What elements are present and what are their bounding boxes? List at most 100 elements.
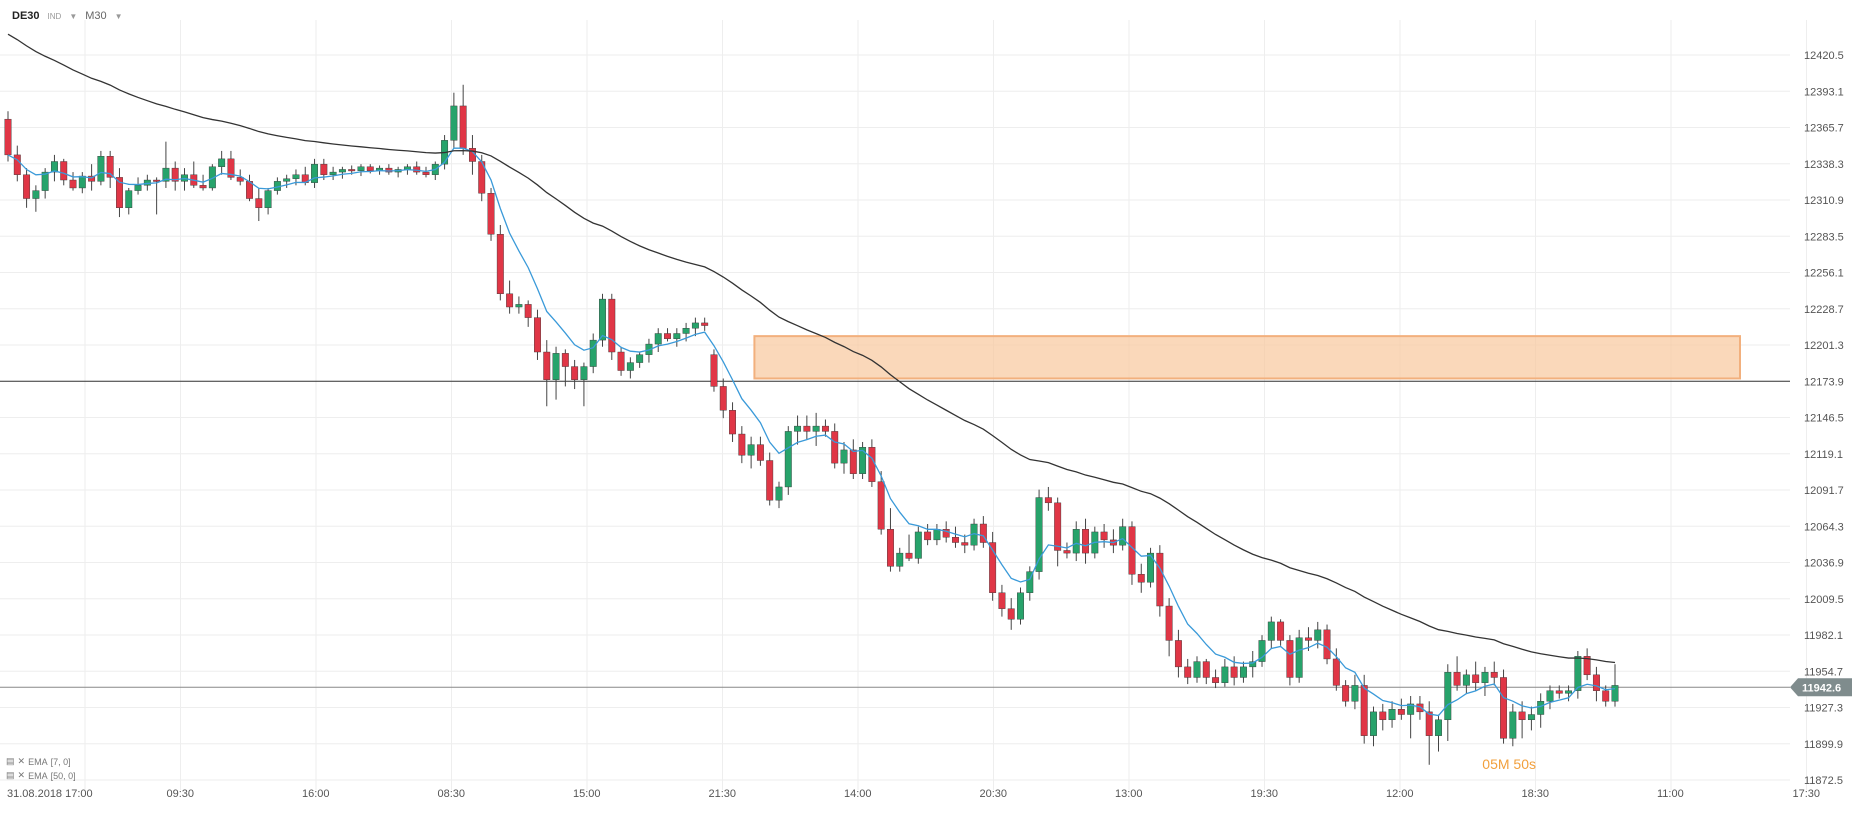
candle-body <box>1193 661 1201 678</box>
x-tick-label: 16:00 <box>302 788 330 800</box>
candle-body <box>1462 674 1470 686</box>
symbol-dropdown-icon[interactable]: ▼ <box>69 11 78 21</box>
candle-body <box>50 161 58 173</box>
ema-50-line <box>7 33 1616 664</box>
candle-body <box>4 118 12 156</box>
indicator-params: [7, 0] <box>50 756 71 767</box>
settings-icon[interactable]: ▤ <box>6 756 15 766</box>
candle-body <box>1295 637 1303 678</box>
candle-body <box>924 531 932 541</box>
candle-body <box>1119 526 1127 546</box>
candle-body <box>1388 709 1396 721</box>
candle-body <box>524 304 532 318</box>
candle-body <box>831 431 839 464</box>
candle-body <box>106 156 114 178</box>
candle-body <box>1425 711 1433 736</box>
timer-seconds: 50 <box>1513 756 1529 772</box>
candle-body <box>1416 703 1424 713</box>
candle-body <box>1481 671 1489 683</box>
x-tick-label: 12:00 <box>1386 788 1414 800</box>
candle-body <box>1351 685 1359 702</box>
candle-body <box>116 177 123 209</box>
candle-body <box>450 105 458 141</box>
candle-body <box>952 537 959 543</box>
candle-body <box>1230 666 1238 678</box>
y-tick-label: 12173.9 <box>1804 376 1844 388</box>
candle-body <box>496 234 504 295</box>
current-price-badge <box>1790 678 1852 697</box>
candle-body <box>914 531 922 559</box>
y-tick-label: 11982.1 <box>1804 630 1843 642</box>
candle-body <box>88 175 96 182</box>
symbol-type: IND <box>47 11 62 21</box>
candle-body <box>608 298 616 353</box>
candle-body <box>1323 629 1331 660</box>
candle-body <box>60 161 68 181</box>
candle-body <box>599 298 606 341</box>
candle-body <box>701 322 709 326</box>
candle-body <box>896 552 904 567</box>
candle-body <box>989 542 997 593</box>
candle-body <box>413 166 421 173</box>
candle-body <box>905 552 913 559</box>
y-tick-label: 11954.7 <box>1804 666 1843 678</box>
candle-body <box>571 366 579 380</box>
candle-body <box>1277 621 1285 641</box>
close-icon[interactable]: ✕ <box>17 756 26 766</box>
candle-body <box>552 353 560 380</box>
timer-unit-s: s <box>1529 756 1536 772</box>
candle-body <box>626 362 634 371</box>
candle-body <box>1286 640 1294 678</box>
candle-body <box>682 327 690 334</box>
candle-body <box>1054 502 1062 551</box>
y-tick-label: 12338.3 <box>1804 159 1844 171</box>
y-tick-label: 12091.7 <box>1804 485 1844 497</box>
candle-body <box>1602 690 1610 702</box>
candle-body <box>1156 552 1164 607</box>
candle-body <box>1592 674 1600 691</box>
candle-body <box>766 460 774 501</box>
candle-body <box>1342 685 1350 702</box>
indicator-ema-7[interactable]: ▤ ✕ EMA [7, 0] <box>6 756 71 767</box>
candle-body <box>162 167 170 182</box>
candle-body <box>320 163 328 175</box>
candle-body <box>487 193 495 235</box>
candle-body <box>784 431 792 488</box>
candle-body <box>617 351 625 371</box>
y-tick-label: 11872.5 <box>1804 775 1843 787</box>
y-tick-label: 12146.5 <box>1804 413 1844 425</box>
y-tick-label: 11899.9 <box>1804 739 1843 751</box>
x-tick-label: 21:30 <box>709 788 737 800</box>
candle-body <box>283 178 291 182</box>
close-icon[interactable]: ✕ <box>17 770 26 780</box>
candle-body <box>23 174 31 199</box>
settings-icon[interactable]: ▤ <box>6 770 15 780</box>
candle-body <box>366 166 374 171</box>
candle-body <box>1407 703 1415 715</box>
symbol-label[interactable]: DE30 <box>12 10 40 22</box>
candle-body <box>1360 685 1368 736</box>
chart-header: DE30 IND ▼ M30 ▼ <box>12 10 123 22</box>
x-tick-label: 17:30 <box>1793 788 1821 800</box>
x-tick-label: 09:30 <box>167 788 195 800</box>
candle-body <box>1044 497 1052 504</box>
timeframe-dropdown-icon[interactable]: ▼ <box>114 11 123 21</box>
candle-body <box>236 177 244 182</box>
candle-body <box>385 167 393 173</box>
candle-body <box>208 166 216 189</box>
candle-body <box>1035 497 1043 572</box>
x-tick-label: 08:30 <box>438 788 466 800</box>
candle-body <box>97 156 105 182</box>
candle-body <box>1397 709 1405 715</box>
y-tick-label: 12064.3 <box>1804 521 1844 533</box>
x-tick-label: 15:00 <box>573 788 601 800</box>
candle-body <box>1453 671 1461 686</box>
candle-body <box>534 317 541 353</box>
candle-body <box>1202 661 1210 678</box>
candle-body <box>1267 621 1275 641</box>
candle-body <box>1082 529 1089 554</box>
indicator-ema-50[interactable]: ▤ ✕ EMA [50, 0] <box>6 770 76 781</box>
timeframe-label[interactable]: M30 <box>85 10 107 22</box>
